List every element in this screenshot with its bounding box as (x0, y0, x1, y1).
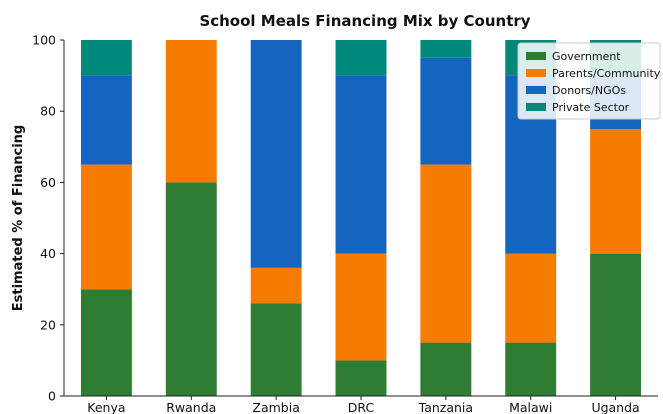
bar-drc-private-sector (335, 40, 387, 76)
axes-group: 0 20 40 60 80 100 Kenya Rwanda Zambia DRC Tanzania… (32, 33, 658, 414)
y-tick-label: 0 (48, 389, 56, 404)
bar-drc-donors-ngos (335, 75, 387, 254)
y-tick-label: 100 (32, 33, 56, 48)
bar-kenya-parents-community (80, 164, 132, 290)
bar-rwanda-parents-community (165, 40, 217, 183)
legend-swatch (526, 52, 546, 60)
bar-tanzania-donors-ngos (420, 57, 472, 165)
legend-label: Parents/Community (552, 67, 661, 80)
x-tick-label: Tanzania (418, 400, 473, 414)
chart-title: School Meals Financing Mix by Country (199, 12, 530, 30)
bar-rwanda-government (165, 182, 217, 396)
bar-tanzania-private-sector (420, 40, 472, 58)
legend-swatch (526, 86, 546, 94)
bar-uganda-government (590, 253, 642, 396)
y-tick-label: 40 (40, 246, 56, 261)
legend: Government Parents/Community Donors/NGOs Pr… (517, 42, 661, 120)
x-tick-label: Uganda (591, 400, 639, 414)
bar-malawi-government (505, 342, 557, 396)
y-tick-label: 60 (40, 175, 56, 190)
legend-label: Donors/NGOs (552, 84, 626, 97)
bar-tanzania-parents-community (420, 164, 472, 343)
legend-swatch (526, 69, 546, 77)
x-tick-label: Rwanda (166, 400, 216, 414)
legend-swatch (526, 103, 546, 111)
x-tick-label: Malawi (509, 400, 552, 414)
x-tick-label: Zambia (252, 400, 299, 414)
bar-kenya-private-sector (80, 40, 132, 76)
bar-zambia-donors-ngos (250, 40, 302, 268)
bar-kenya-donors-ngos (80, 75, 132, 165)
y-axis-label: Estimated % of Financing (11, 125, 26, 311)
bar-drc-government (335, 360, 387, 396)
bar-zambia-parents-community (250, 267, 302, 304)
legend-label: Private Sector (552, 101, 630, 114)
legend-label: Government (552, 50, 621, 63)
y-tick-label: 20 (40, 317, 56, 332)
bar-uganda-parents-community (590, 129, 642, 254)
bar-zambia-government (250, 303, 302, 396)
bar-kenya-government (80, 289, 132, 396)
legend-box (517, 42, 661, 120)
y-tick-label: 80 (40, 104, 56, 119)
x-tick-label: Kenya (87, 400, 125, 414)
x-tick-label: DRC (348, 400, 375, 414)
bar-malawi-parents-community (505, 253, 557, 343)
bar-drc-parents-community (335, 253, 387, 361)
bar-tanzania-government (420, 342, 472, 396)
bars-group (80, 40, 642, 396)
